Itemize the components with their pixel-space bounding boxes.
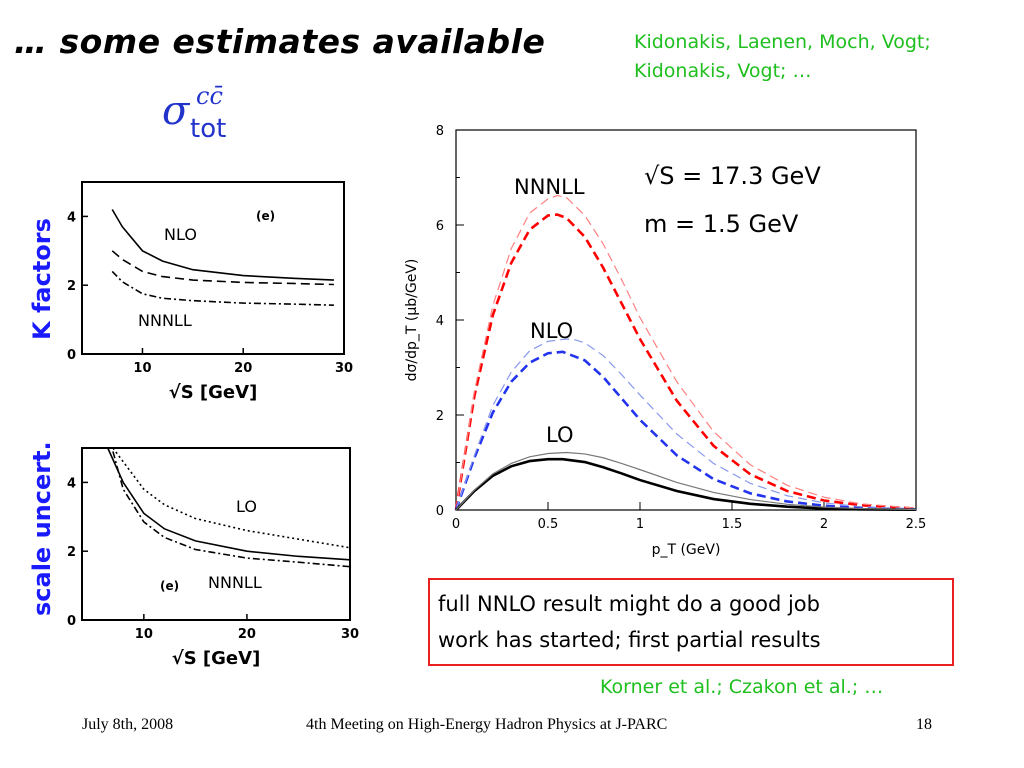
reference-line-2: Kidonakis, Vogt; …: [634, 60, 812, 82]
curve-label: NNNLL: [138, 311, 192, 330]
series-line-lo: [455, 457, 917, 512]
plot-frame: [81, 447, 351, 621]
x-tick-label: 20: [234, 361, 252, 376]
y-tick-label: 2: [436, 409, 444, 424]
series-line-solid: [111, 209, 334, 281]
x-axis-label: √S [GeV]: [169, 382, 258, 403]
k-factors-label: K factors: [28, 218, 56, 340]
series-line-nnnll-thin-: [455, 194, 917, 511]
series-line-lo-thin-: [455, 451, 917, 511]
y-tick-label: 2: [67, 279, 76, 294]
x-tick-label: 10: [135, 627, 153, 642]
references: Kidonakis, Laenen, Moch, Vogt; Kidonakis…: [634, 28, 931, 86]
plot-frame: [81, 181, 345, 355]
x-tick-label: 0.5: [538, 517, 559, 532]
y-axis-label: dσ/dp_T (μb/GeV): [404, 259, 420, 382]
series-line-dashdot: [112, 451, 351, 568]
chart-annotation: m = 1.5 GeV: [644, 210, 799, 238]
y-tick-label: 0: [436, 504, 444, 519]
x-tick-label: 0: [452, 517, 460, 532]
sigma-base: σ: [162, 88, 190, 134]
y-tick-label: 0: [67, 614, 76, 629]
sigma-tot-symbol: σ cc̄ tot: [162, 82, 226, 144]
panel-mark: (e): [256, 209, 275, 223]
series-line-dashed: [111, 250, 334, 286]
series-line-nlo: [454, 350, 917, 511]
scale-uncert-chart: 0 2 4 10 20 30 √S [GeV] LO NNNLL (e): [67, 447, 359, 669]
box-line-1: full NNLO result might do a good job: [438, 592, 820, 616]
y-tick-label: 0: [67, 348, 76, 363]
x-tick-label: 1: [636, 517, 644, 532]
pt-distribution-chart: 0 2 4 6 8 0 0.5 1 1.5 2 2.5 p_T (GeV) dσ/dp_T (μb/Ge…: [404, 124, 927, 558]
y-tick-label: 2: [67, 545, 76, 560]
series-line-nnnll: [454, 213, 917, 511]
y-tick-label: 6: [436, 219, 444, 234]
chart-annotation: NLO: [530, 319, 573, 343]
series-line-dotted: [112, 447, 351, 549]
reference-line-1: Kidonakis, Laenen, Moch, Vogt;: [634, 31, 931, 53]
x-tick-label: 2.5: [906, 517, 927, 532]
slide-title: … some estimates available: [14, 22, 546, 61]
sigma-superscript: cc̄: [196, 82, 223, 110]
korner-reference: Korner et al.; Czakon et al.; …: [600, 676, 884, 698]
nnlo-note-box: full NNLO result might do a good job wor…: [428, 578, 954, 666]
x-tick-label: 30: [341, 627, 359, 642]
footer-page-number: 18: [916, 716, 932, 733]
x-tick-label: 1.5: [722, 517, 743, 532]
y-tick-label: 4: [67, 476, 76, 491]
curve-label: LO: [236, 497, 257, 516]
series-line-dashdot: [111, 270, 334, 306]
panel-mark: (e): [160, 579, 179, 593]
x-tick-label: 2: [820, 517, 828, 532]
chart-annotation: NNNLL: [514, 175, 585, 199]
x-tick-label: 20: [238, 627, 256, 642]
curve-label: NNNLL: [208, 573, 262, 592]
x-axis-label: √S [GeV]: [172, 648, 261, 669]
chart-annotation: LO: [546, 423, 573, 447]
x-axis-label: p_T (GeV): [652, 542, 721, 558]
scale-uncert-label: scale uncert.: [28, 441, 56, 616]
footer-meeting: 4th Meeting on High-Energy Hadron Physic…: [306, 716, 668, 733]
y-tick-label: 4: [67, 210, 76, 225]
y-tick-label: 4: [436, 314, 444, 329]
series-line-solid: [107, 447, 351, 561]
box-line-2: work has started; first partial results: [438, 628, 821, 652]
k-factor-chart: 0 2 4 10 20 30 √S [GeV] NLO NNNLL (e): [67, 181, 353, 403]
y-tick-label: 8: [436, 124, 444, 139]
chart-annotation: √S = 17.3 GeV: [644, 162, 821, 190]
x-tick-label: 30: [335, 361, 353, 376]
curve-label: NLO: [164, 225, 197, 244]
footer-date: July 8th, 2008: [82, 716, 174, 733]
series-line-nlo-thin-: [455, 338, 917, 511]
sigma-subscript: tot: [190, 114, 227, 144]
x-tick-label: 10: [133, 361, 151, 376]
